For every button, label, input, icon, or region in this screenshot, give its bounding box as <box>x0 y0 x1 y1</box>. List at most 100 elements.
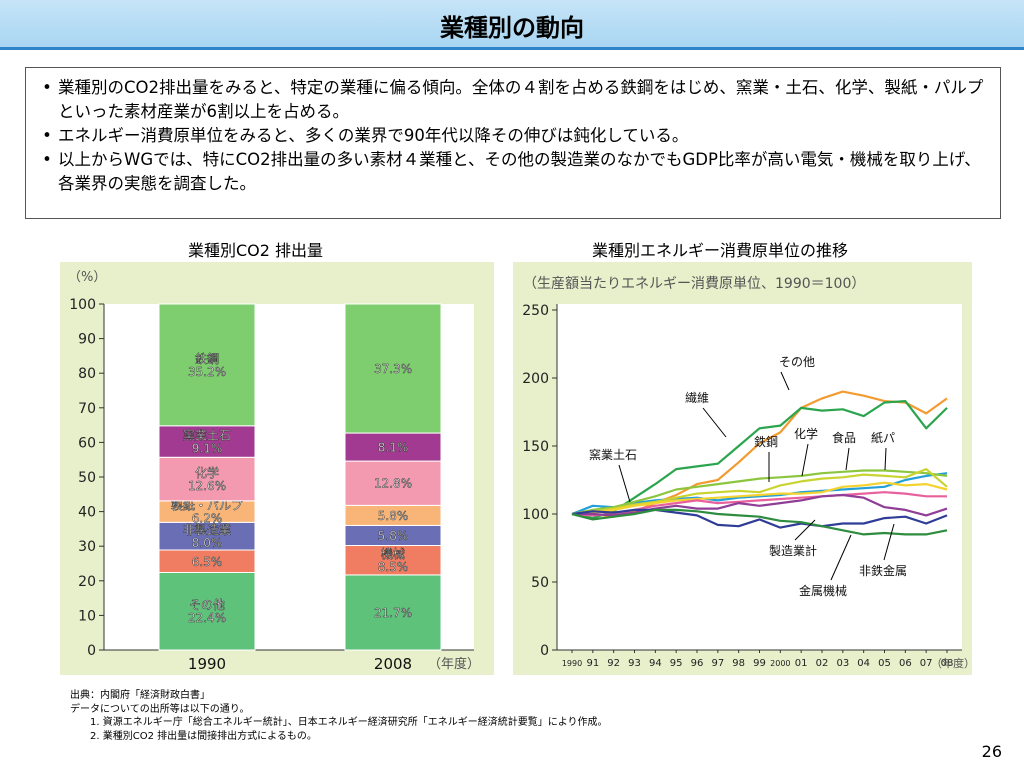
annotation-leader <box>702 407 727 438</box>
bullet-item: • 以上からWGでは、特にCO2排出量の多い素材４業種と、その他の製造業のなかで… <box>36 148 990 196</box>
line-chart-title: 業種別エネルギー消費原単位の推移 <box>592 241 849 260</box>
bar-data-label: 37.3% <box>374 362 412 376</box>
x-tick-label: 95 <box>670 658 683 669</box>
source-note: 出典：内閣府「経済財政白書」 <box>70 690 210 701</box>
series-line-item <box>571 469 948 516</box>
bar-item-1990 <box>158 425 256 458</box>
y-tick-label: 50 <box>78 470 96 486</box>
bar-data-label-line: 6.5% <box>192 555 223 569</box>
bar-data-label-line: 21.7% <box>374 606 412 620</box>
bar-data-label: 8.1% <box>378 441 409 455</box>
bar-data-label: 21.7% <box>374 606 412 620</box>
bar-data-label-line: 22.4% <box>188 611 226 625</box>
bar-data-label: 化学 12.6% <box>188 465 226 493</box>
bar-data-label-line: 8.1% <box>378 441 409 455</box>
x-tick-label: 08 <box>941 658 954 669</box>
annotation-leader <box>794 519 816 541</box>
bar-data-label: 窯業土石 9.1% <box>183 428 231 456</box>
series-line-item <box>571 508 948 529</box>
series-annotation: 鉄鋼 <box>754 434 778 449</box>
y-tick-label: 0 <box>540 643 549 659</box>
bar-item-1990 <box>158 521 256 551</box>
annotation-leader <box>830 534 852 581</box>
x-category-label: 2008 <box>374 655 412 673</box>
x-tick-label: 02 <box>816 658 829 669</box>
x-tick-label: 2000 <box>770 659 790 668</box>
annotation-leader <box>884 447 887 471</box>
x-category-label: 1990 <box>188 655 226 673</box>
series-line-item <box>571 468 948 516</box>
y-tick-label: 100 <box>522 507 549 523</box>
footnote-item: 2. 業種別CO2 排出量は間接排出方式によるもの。 <box>90 730 317 742</box>
line-chart-panel: （生産額当たりエネルギー消費原単位、1990＝100） 0 50 100 150 200 2… <box>513 262 972 675</box>
title-bar: 業種別の動向 <box>0 0 1024 50</box>
annotation-leader <box>845 447 850 471</box>
bar-data-label-line: 5.8% <box>378 509 409 523</box>
series-annotation: 繊維 <box>685 391 709 405</box>
bar-item-1990 <box>158 571 256 651</box>
bullet-text: 業種別のCO2排出量をみると、特定の業種に偏る傾向。全体の４割を占める鉄鋼をはじ… <box>58 78 984 121</box>
series-line-item <box>571 481 948 516</box>
x-tick-label: 99 <box>753 658 766 669</box>
series-line-item <box>572 390 948 518</box>
bar-data-label: 12.8% <box>374 477 412 491</box>
x-tick-label: 93 <box>628 658 641 669</box>
series-line-item <box>571 508 948 536</box>
x-unit-label: （年度） <box>931 656 972 670</box>
x-tick-label: 92 <box>607 658 620 669</box>
footnotes: 出典：内閣府「経済財政白書」 データについての出所等は以下の通り。 1. 資源エ… <box>70 689 608 743</box>
bar-data-label-line: 35.2% <box>188 365 226 379</box>
x-tick-label: 97 <box>711 658 724 669</box>
bullet-marker: • <box>42 78 52 97</box>
y-tick-label: 80 <box>78 366 96 382</box>
series-annotation: その他 <box>779 355 815 369</box>
x-tick-label: 98 <box>732 658 745 669</box>
y-tick-label: 100 <box>69 297 96 313</box>
summary-box: • 業種別のCO2排出量をみると、特定の業種に偏る傾向。全体の４割を占める鉄鋼を… <box>25 67 1001 219</box>
y-tick-label: 10 <box>78 608 96 624</box>
bar-data-label-line: 機械 <box>381 546 405 561</box>
y-tick-label: 70 <box>78 401 96 417</box>
bar-chart-panel: （%） 0 10 20 30 40 50 60 70 80 90 100 その他 22.4% 6.5% 非製造… <box>60 262 494 675</box>
bar-data-label-line: 鉄鋼 <box>195 351 219 366</box>
bar-data-label-line: 37.3% <box>374 362 412 376</box>
x-tick-label: 03 <box>836 658 849 669</box>
footnote-item: 1. 資源エネルギー庁「総合エネルギー統計」、日本エネルギー経済研究所「エネルギ… <box>90 717 608 728</box>
bar-data-label-line: 9.1% <box>192 442 223 456</box>
bullet-text: 以上からWGでは、特にCO2排出量の多い素材４業種と、その他の製造業のなかでもG… <box>58 150 981 193</box>
bullet-item: • エネルギー消費原単位をみると、多くの業界で90年代以降その伸びは鈍化している… <box>36 124 990 148</box>
x-tick-label: 05 <box>878 658 891 669</box>
series-annotation: 金属機械 <box>799 583 847 598</box>
y-tick-label: 200 <box>522 371 549 387</box>
series-annotation: 非鉄金属 <box>859 563 907 578</box>
bar-data-label-line: 12.6% <box>188 479 226 493</box>
x-tick-label: 06 <box>899 658 912 669</box>
bar-data-label-line: その他 <box>189 598 225 612</box>
series-annotation: 化学 <box>794 426 818 441</box>
bar-data-label: 5.8% <box>378 509 409 523</box>
bar-data-label-line: 6.2% <box>192 512 223 526</box>
series-annotation: 窯業土石 <box>589 447 637 462</box>
bar-data-label: 非製造業 8.0% <box>183 523 231 550</box>
annotation-leader <box>780 371 790 391</box>
series-annotation: 食品 <box>832 430 856 445</box>
y-tick-label: 150 <box>522 439 549 455</box>
bar-data-label-line: 8.0% <box>192 536 223 550</box>
bullet-marker: • <box>42 150 52 169</box>
y-tick-label: 0 <box>87 643 96 659</box>
y-tick-label: 20 <box>78 574 96 590</box>
x-tick-label: 91 <box>586 658 599 669</box>
bar-data-label: その他 22.4% <box>188 598 226 625</box>
bar-data-label-line: 8.5% <box>378 560 409 574</box>
series-annotation: 製造業計 <box>769 543 817 558</box>
bar-item-1990 <box>158 303 256 427</box>
bar-chart-title: 業種別CO2 排出量 <box>188 241 324 260</box>
bar-data-label: 鉄鋼 35.2% <box>188 351 226 379</box>
data-note: データについての出所等は以下の通り。 <box>70 703 250 715</box>
bar-item-1990 <box>158 456 256 502</box>
bar-data-label: 機械 8.5% <box>378 546 409 574</box>
y-tick-label: 250 <box>522 303 549 319</box>
bullet-item: • 業種別のCO2排出量をみると、特定の業種に偏る傾向。全体の４割を占める鉄鋼を… <box>36 76 990 124</box>
y-tick-label: 30 <box>78 539 96 555</box>
slide-title: 業種別の動向 <box>440 14 584 42</box>
